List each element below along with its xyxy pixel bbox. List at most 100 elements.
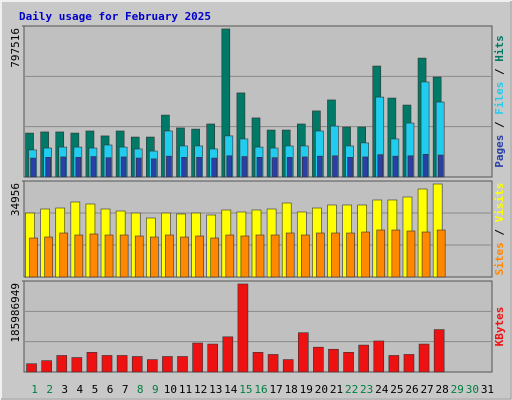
bar: [331, 232, 340, 278]
bar: [317, 155, 323, 178]
bar: [285, 232, 295, 278]
bar: [297, 332, 309, 373]
legend-entry: Files: [493, 82, 506, 115]
bar: [134, 235, 144, 278]
x-tick-label: 16: [254, 383, 267, 396]
bar: [436, 229, 446, 278]
bar: [373, 340, 385, 373]
bar: [135, 157, 142, 178]
bar: [150, 236, 159, 278]
y-tick-label: 185986949: [9, 283, 22, 343]
bar: [119, 234, 129, 278]
x-tick-label: 20: [315, 383, 328, 396]
bar: [196, 157, 202, 178]
bar: [346, 232, 355, 278]
bar: [45, 157, 51, 178]
bar: [116, 355, 128, 373]
bar: [60, 156, 67, 178]
bar: [271, 157, 278, 178]
legend-separator: /: [493, 222, 506, 242]
x-tick-label: 12: [194, 383, 207, 396]
x-tick-label: 5: [92, 383, 99, 396]
bar: [222, 336, 234, 373]
bar: [74, 234, 84, 278]
bar: [101, 355, 113, 373]
bar: [210, 237, 220, 278]
bar: [166, 155, 172, 178]
bar: [177, 356, 188, 373]
legend-entry: Hits: [493, 35, 506, 62]
bar: [421, 231, 431, 278]
x-tick-label: 10: [164, 383, 177, 396]
bar: [237, 283, 249, 373]
y-tick-label: 797516: [9, 28, 22, 68]
x-tick-label: 2: [46, 383, 53, 396]
x-tick-label: 24: [375, 383, 389, 396]
x-tick-label: 22: [345, 383, 358, 396]
bar: [376, 229, 386, 278]
y-tick-label: 34956: [9, 183, 22, 216]
bar: [332, 155, 338, 178]
bar: [286, 157, 293, 178]
bar: [267, 354, 279, 373]
bar: [30, 157, 36, 178]
x-tick-label: 11: [179, 383, 192, 396]
x-tick-label: 14: [224, 383, 238, 396]
bar: [403, 354, 415, 373]
bar: [75, 157, 82, 178]
bar: [225, 234, 235, 278]
bar: [240, 235, 250, 278]
bar: [41, 360, 52, 373]
bar: [226, 155, 233, 178]
x-tick-label: 18: [285, 383, 298, 396]
bar: [195, 235, 204, 278]
x-tick-label: 7: [122, 383, 129, 396]
x-tick-label: 8: [137, 383, 144, 396]
x-tick-label: 27: [420, 383, 433, 396]
x-tick-label: 23: [360, 383, 373, 396]
bar: [270, 234, 280, 278]
bar: [151, 158, 157, 178]
bar: [301, 156, 308, 178]
bar: [241, 156, 248, 178]
bar: [105, 157, 112, 178]
bar: [59, 232, 69, 278]
bar: [165, 234, 174, 278]
x-tick-label: 3: [61, 383, 68, 396]
x-tick-label: 26: [405, 383, 418, 396]
legend: KBytes: [493, 307, 506, 347]
bar: [252, 352, 264, 373]
x-tick-label: 30: [466, 383, 479, 396]
legend-separator: /: [493, 115, 506, 135]
bar: [44, 236, 53, 278]
bar: [437, 154, 444, 178]
bar: [90, 156, 97, 178]
bar: [343, 352, 354, 373]
bar: [391, 229, 401, 278]
chart-title: Daily usage for February 2025: [19, 10, 211, 23]
bar: [362, 156, 368, 178]
x-tick-label: 19: [300, 383, 313, 396]
bar: [358, 344, 369, 373]
bar: [433, 329, 445, 373]
bar: [313, 346, 324, 373]
bar: [131, 356, 143, 373]
legend-entry: Visits: [493, 183, 506, 223]
bar: [71, 357, 83, 373]
x-tick-label: 15: [239, 383, 252, 396]
x-tick-label: 1: [31, 383, 38, 396]
legend: Sites / Visits: [493, 183, 506, 276]
bar: [86, 352, 98, 373]
bar: [162, 356, 173, 373]
legend: Pages / Files / Hits: [493, 35, 506, 168]
bar: [180, 236, 189, 278]
legend-separator: /: [493, 62, 506, 82]
bar: [300, 234, 310, 278]
bar: [316, 232, 325, 278]
bar: [388, 355, 400, 373]
x-tick-label: 4: [77, 383, 84, 396]
bar: [26, 363, 37, 373]
bar: [422, 153, 429, 178]
x-tick-label: 6: [107, 383, 114, 396]
